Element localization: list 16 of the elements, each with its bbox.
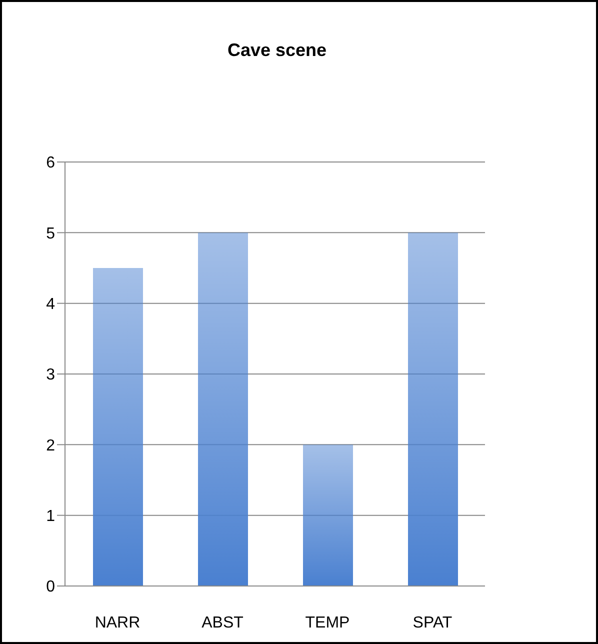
y-tick-label: 6 [46,154,56,172]
y-tick-label: 1 [46,508,56,526]
x-tick-label: NARR [94,614,140,632]
y-tick-label: 2 [46,437,56,454]
x-tick-label: ABST [202,614,244,632]
chart-title: Cave scene [226,40,328,61]
y-tick-label: 0 [46,578,56,596]
y-tick-label: 4 [46,296,56,314]
x-tick-label: SPAT [412,614,452,632]
bar [93,268,143,586]
bar [303,444,353,586]
bar [198,232,248,586]
y-tick-label: 5 [46,225,56,242]
x-tick-label: TEMP [305,614,350,632]
y-tick-label: 3 [46,366,56,384]
bar [408,232,458,586]
